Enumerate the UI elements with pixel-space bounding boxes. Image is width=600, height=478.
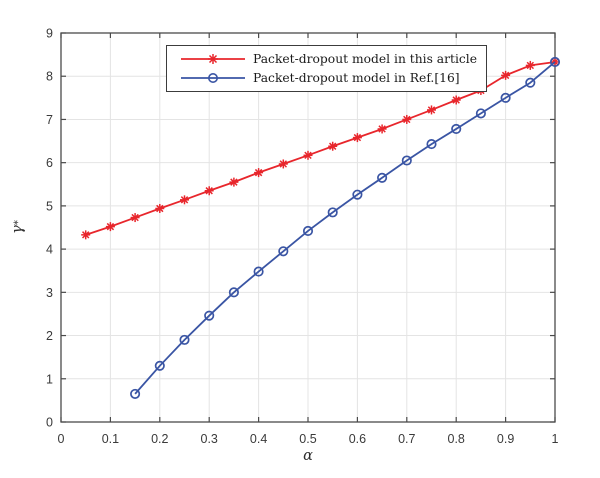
svg-text:4: 4 xyxy=(46,243,53,257)
x-axis-label-text: α xyxy=(303,448,313,464)
svg-text:0.5: 0.5 xyxy=(299,432,316,446)
svg-text:9: 9 xyxy=(46,27,53,41)
y-axis-label: γ * xyxy=(0,205,38,249)
y-tick-labels: 0 1 2 3 4 5 6 7 8 9 xyxy=(46,27,53,430)
svg-text:8: 8 xyxy=(46,70,53,84)
svg-text:0.3: 0.3 xyxy=(201,432,218,446)
y-axis-label-text: γ xyxy=(10,225,26,234)
svg-text:3: 3 xyxy=(46,286,53,300)
legend-label-this-article: Packet-dropout model in this article xyxy=(253,52,477,66)
legend-swatch-blue-circle-icon xyxy=(181,73,245,83)
svg-text:1: 1 xyxy=(46,372,53,386)
svg-text:7: 7 xyxy=(46,113,53,127)
svg-text:0: 0 xyxy=(58,432,65,446)
legend-item-this-article: Packet-dropout model in this article xyxy=(179,50,477,68)
svg-text:6: 6 xyxy=(46,156,53,170)
series-1 xyxy=(130,56,561,399)
svg-text:0.7: 0.7 xyxy=(398,432,415,446)
legend-swatch-red-asterisk-icon xyxy=(181,54,245,64)
svg-text:0: 0 xyxy=(46,416,53,430)
y-axis-label-sup: * xyxy=(12,220,24,226)
svg-text:5: 5 xyxy=(46,199,53,213)
x-tick-labels: 0 0.1 0.2 0.3 0.4 0.5 0.6 0.7 0.8 0.9 1 xyxy=(58,432,559,446)
legend: Packet-dropout model in this article Pac… xyxy=(166,45,487,92)
tick-marks xyxy=(60,32,556,423)
legend-item-ref16: Packet-dropout model in Ref.[16] xyxy=(179,69,477,87)
svg-text:0.8: 0.8 xyxy=(448,432,465,446)
x-axis-label: α xyxy=(61,448,555,464)
svg-text:0.2: 0.2 xyxy=(151,432,168,446)
legend-label-ref16: Packet-dropout model in Ref.[16] xyxy=(253,71,460,85)
svg-text:2: 2 xyxy=(46,329,53,343)
svg-text:0.6: 0.6 xyxy=(349,432,366,446)
svg-text:0.1: 0.1 xyxy=(102,432,119,446)
svg-text:0.9: 0.9 xyxy=(497,432,514,446)
svg-text:0.4: 0.4 xyxy=(250,432,267,446)
series-0 xyxy=(81,57,560,240)
svg-text:1: 1 xyxy=(552,432,559,446)
